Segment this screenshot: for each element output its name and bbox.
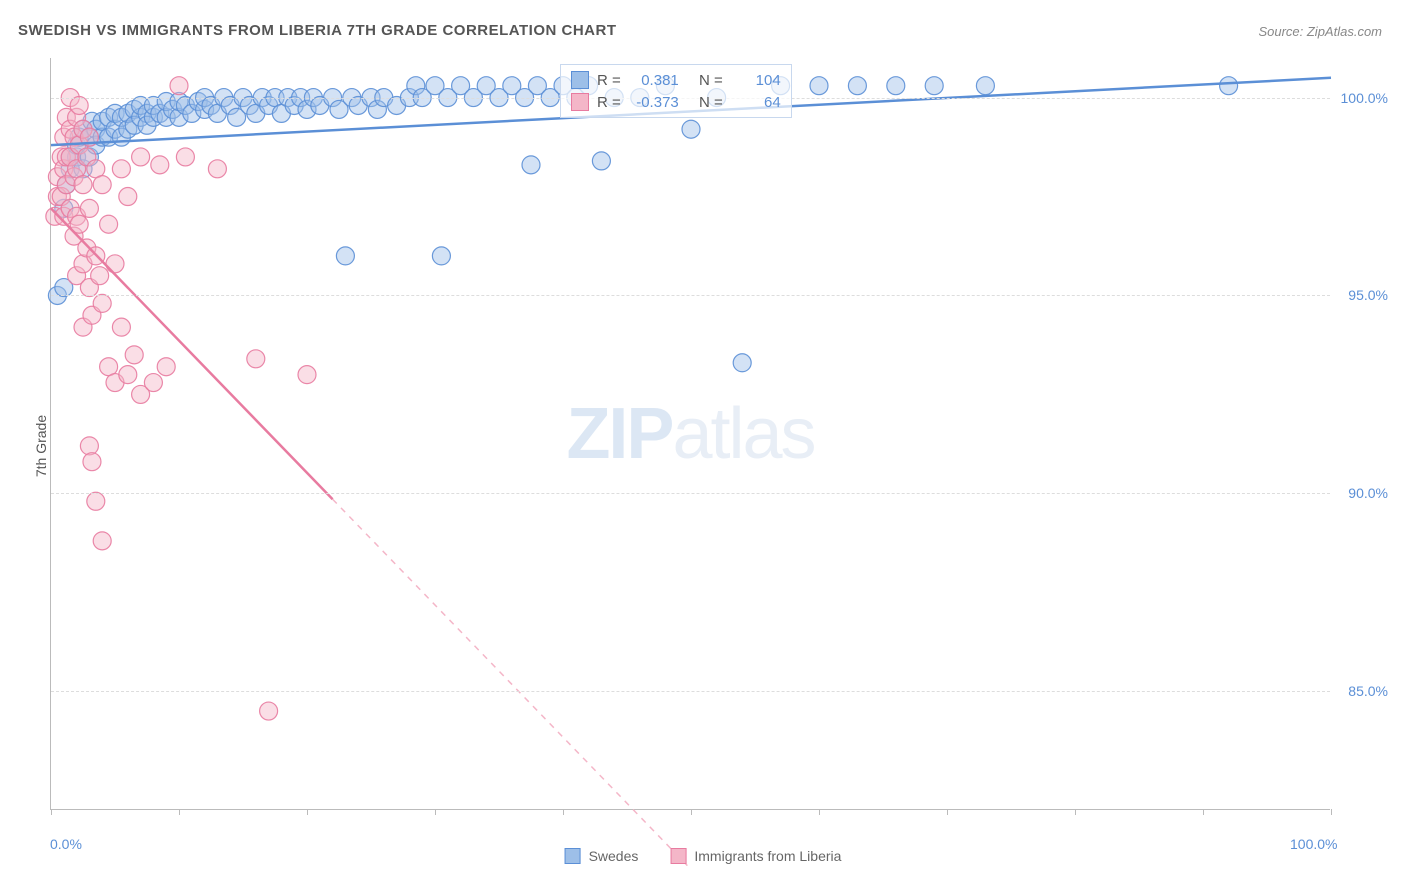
n-label: N = [699,94,723,111]
n-value-swedes: 104 [731,72,781,89]
legend-item-liberia: Immigrants from Liberia [670,848,841,864]
legend-label-liberia: Immigrants from Liberia [694,848,841,864]
stats-swatch-swedes [571,71,589,89]
x-tick [1203,809,1204,815]
x-tick [691,809,692,815]
correlation-stats-box: R = 0.381 N = 104 R = -0.373 N = 64 [560,64,792,118]
legend-label-swedes: Swedes [589,848,639,864]
n-value-liberia: 64 [731,94,781,111]
gridline [51,295,1330,296]
x-tick [307,809,308,815]
x-tick-label: 100.0% [1290,836,1337,852]
legend-swatch-swedes [565,848,581,864]
x-tick-label: 0.0% [50,836,82,852]
x-tick [819,809,820,815]
stats-row-swedes: R = 0.381 N = 104 [571,69,781,91]
x-tick [51,809,52,815]
x-tick [947,809,948,815]
y-tick-label: 90.0% [1348,485,1388,501]
legend-item-swedes: Swedes [565,848,639,864]
x-tick [1331,809,1332,815]
x-tick [1075,809,1076,815]
y-tick-label: 85.0% [1348,683,1388,699]
y-axis-label: 7th Grade [33,415,49,477]
chart-container: SWEDISH VS IMMIGRANTS FROM LIBERIA 7TH G… [0,0,1406,892]
r-value-swedes: 0.381 [629,72,679,89]
chart-title: SWEDISH VS IMMIGRANTS FROM LIBERIA 7TH G… [18,22,617,39]
r-label: R = [597,72,621,89]
legend-swatch-liberia [670,848,686,864]
gridline [51,493,1330,494]
y-tick-label: 100.0% [1341,90,1388,106]
stats-swatch-liberia [571,93,589,111]
n-label: N = [699,72,723,89]
r-value-liberia: -0.373 [629,94,679,111]
gridline [51,691,1330,692]
r-label: R = [597,94,621,111]
source-attribution: Source: ZipAtlas.com [1258,24,1382,39]
legend: Swedes Immigrants from Liberia [565,848,842,864]
y-tick-label: 95.0% [1348,287,1388,303]
x-tick [435,809,436,815]
x-tick [179,809,180,815]
stats-row-liberia: R = -0.373 N = 64 [571,91,781,113]
plot-area: ZIPatlas [50,58,1330,810]
x-tick [563,809,564,815]
scatter-plot-svg [51,58,1331,810]
